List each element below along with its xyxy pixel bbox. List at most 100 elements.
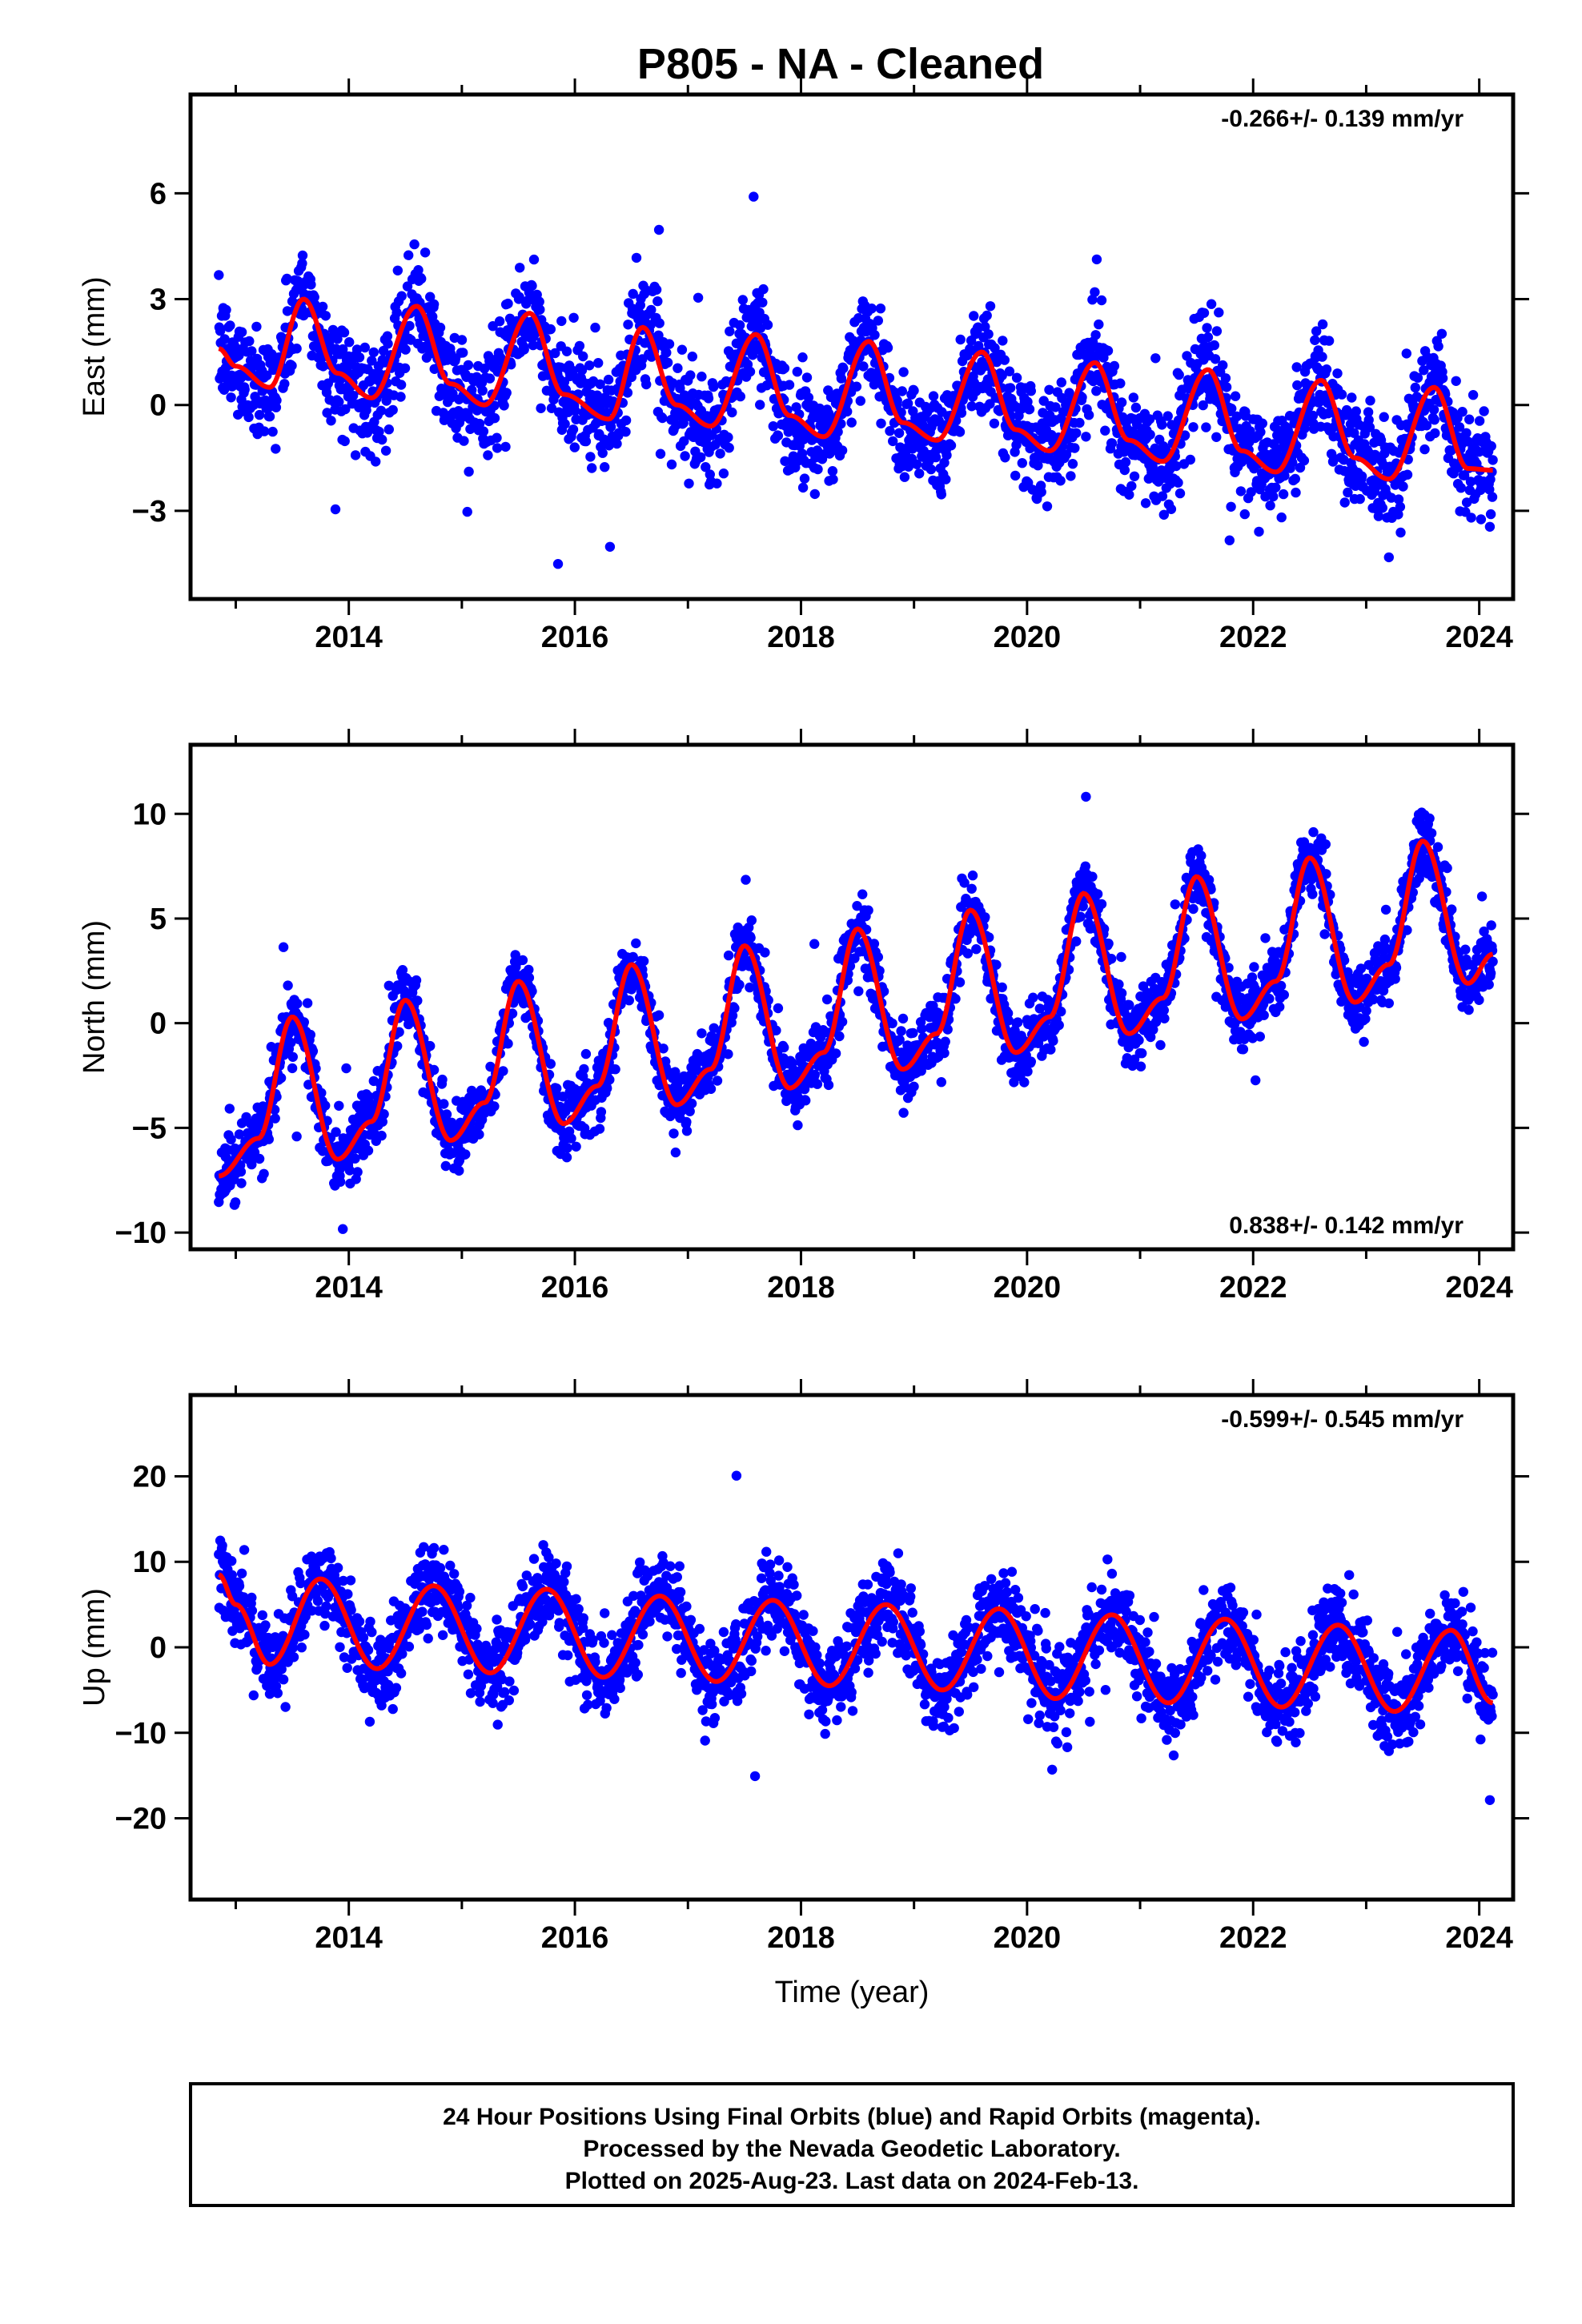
data-point (646, 304, 656, 316)
data-point (243, 412, 254, 423)
data-point (1124, 489, 1134, 500)
data-point (387, 404, 398, 416)
data-point (727, 407, 737, 418)
data-point (681, 1116, 692, 1128)
data-point (942, 1024, 953, 1035)
data-point (1268, 491, 1279, 502)
data-point (1299, 455, 1310, 466)
data-point (1395, 501, 1406, 513)
daily-positions (214, 191, 1498, 569)
data-point (1075, 911, 1086, 922)
data-point (1096, 295, 1107, 306)
data-point (594, 1124, 605, 1134)
data-point (909, 385, 919, 396)
data-point (602, 1083, 612, 1094)
data-point (1363, 407, 1374, 417)
data-point (1464, 414, 1475, 424)
data-point (270, 1113, 280, 1124)
data-point (327, 1255, 336, 1265)
data-point (425, 1040, 436, 1051)
data-point (392, 265, 403, 275)
data-point (1343, 967, 1353, 978)
data-point (352, 1167, 363, 1177)
data-point (1255, 427, 1266, 437)
data-point (897, 386, 908, 396)
data-point (397, 965, 408, 975)
data-point (484, 373, 496, 384)
data-point (1106, 438, 1118, 448)
data-point (1124, 999, 1134, 1011)
data-point (882, 343, 893, 353)
data-point (1307, 410, 1319, 421)
data-point (377, 434, 387, 445)
data-point (1198, 400, 1208, 411)
data-point (853, 986, 864, 996)
data-point (561, 1152, 572, 1163)
data-point (928, 391, 939, 401)
data-point (489, 412, 500, 424)
data-point (354, 352, 365, 363)
data-point (224, 1104, 235, 1114)
data-point (1071, 936, 1082, 947)
data-point (734, 320, 745, 331)
data-point (320, 1100, 331, 1111)
data-point (1185, 454, 1196, 465)
data-point (1227, 404, 1237, 414)
data-point (1479, 406, 1489, 416)
data-point (350, 1153, 360, 1164)
data-point (371, 456, 381, 467)
data-point (1092, 889, 1103, 899)
data-point (239, 384, 250, 395)
data-point (737, 295, 748, 305)
data-point (219, 384, 230, 395)
data-point (492, 432, 502, 443)
data-point (440, 1160, 451, 1172)
data-point (562, 1143, 572, 1153)
data-point (1275, 980, 1287, 991)
data-point (317, 301, 328, 312)
data-point (899, 472, 910, 482)
data-point (1067, 459, 1078, 469)
data-point (1379, 412, 1389, 422)
data-point (1291, 487, 1301, 498)
data-point (1024, 404, 1035, 415)
data-point (1114, 979, 1124, 990)
data-point (1091, 386, 1102, 396)
data-point (379, 1109, 389, 1120)
data-point (897, 1047, 907, 1058)
data-point (747, 350, 758, 360)
data-point (287, 1063, 298, 1074)
data-point (560, 419, 570, 429)
x-tick-label: 2022 (1219, 621, 1287, 654)
data-point (528, 340, 538, 351)
data-point (603, 374, 614, 385)
x-tick-label: 2024 (1445, 621, 1513, 654)
data-point (1196, 850, 1207, 861)
data-point (463, 360, 474, 371)
data-point (1170, 460, 1182, 472)
data-point (1251, 1075, 1261, 1086)
data-point (1220, 373, 1231, 384)
x-tick-label: 2016 (541, 621, 609, 654)
data-point (641, 379, 652, 390)
data-point (1238, 1044, 1249, 1055)
data-point (823, 1080, 834, 1091)
data-point (309, 292, 319, 303)
data-point (340, 404, 351, 415)
data-point (335, 1176, 346, 1187)
data-point (873, 316, 884, 326)
data-point (1017, 458, 1028, 468)
data-point (1055, 476, 1066, 486)
data-point (359, 342, 370, 353)
data-point (654, 318, 665, 328)
data-point (279, 379, 290, 389)
data-point (821, 994, 833, 1005)
data-point (534, 296, 544, 307)
data-point (271, 444, 281, 454)
data-point (552, 559, 564, 569)
data-point (254, 1153, 265, 1164)
data-point (1321, 869, 1331, 879)
data-point (1094, 319, 1104, 330)
data-point (941, 474, 951, 485)
